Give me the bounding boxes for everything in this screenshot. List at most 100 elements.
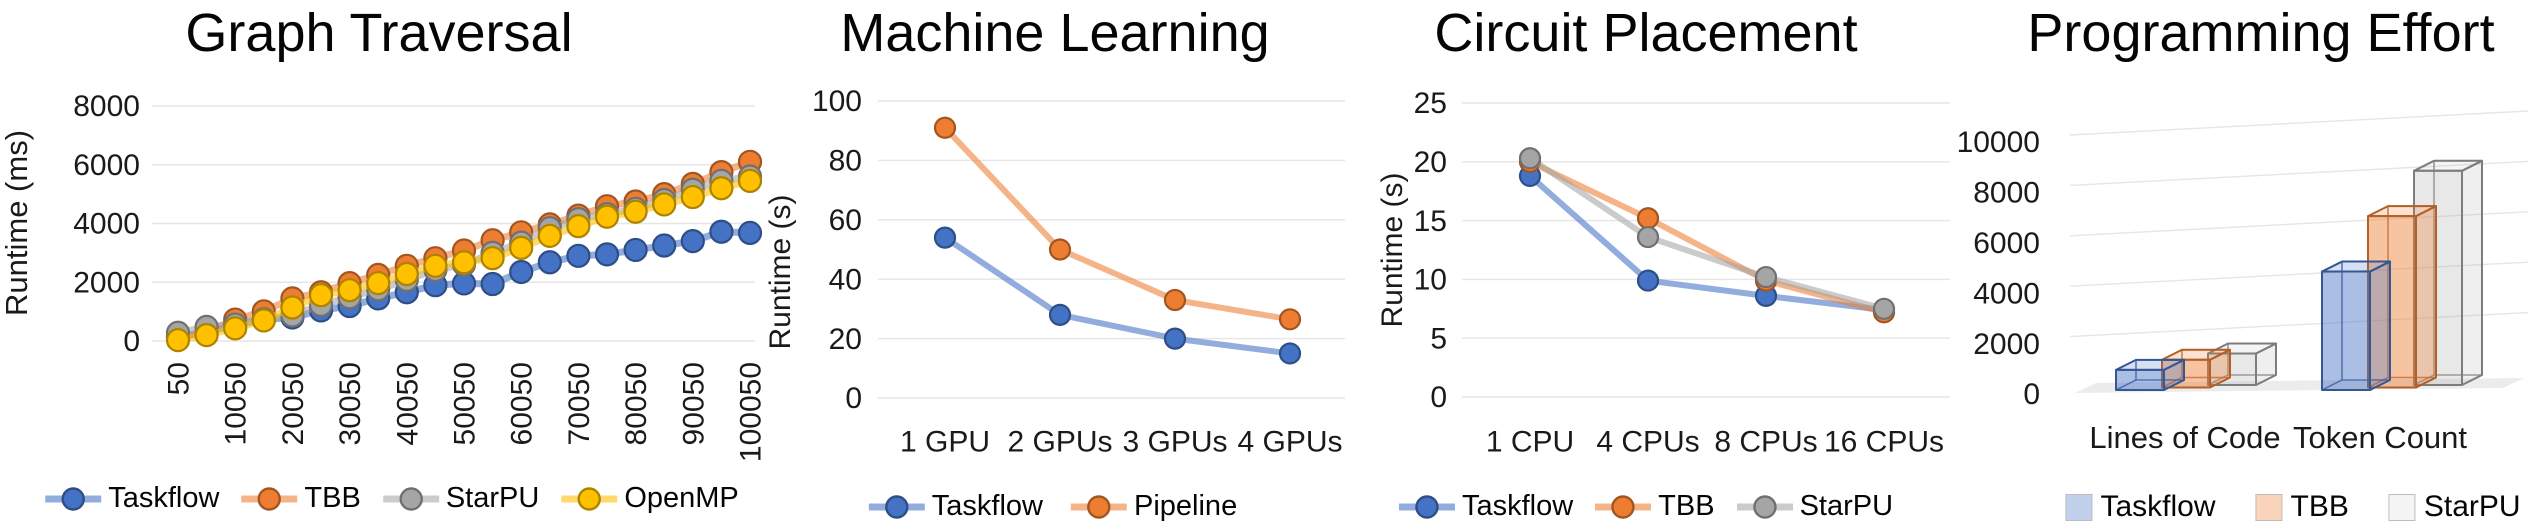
legend-marker-starpu — [1736, 494, 1793, 519]
x-tick-label: 3 GPUs — [1122, 426, 1227, 459]
series-openmp-marker — [223, 316, 248, 341]
panel-programming-effort: Programming Effort 0 2000 4000 6000 8000 1000… — [1957, 0, 2530, 529]
gridlines — [152, 105, 755, 342]
gridlines — [2069, 110, 2529, 338]
bar-starpu-lines-of-code — [2207, 342, 2277, 386]
legend-marker-tbb — [1595, 494, 1652, 519]
panel-graph-traversal: Graph Traversal 0 2000 4000 6000 8000 Runtime… — [0, 0, 768, 529]
x-tick-label: 60050 — [506, 362, 539, 445]
legend-item-starpu: StarPU — [1736, 490, 1894, 523]
legend-dot — [61, 486, 85, 511]
y-tick-labels: 0 2000 4000 6000 8000 10000 — [1957, 126, 2040, 411]
bar-side-face — [2415, 205, 2437, 389]
y-tick-label: 20 — [829, 323, 862, 356]
legend-item-taskflow: Taskflow — [45, 482, 219, 515]
bar-starpu-token-count — [2413, 159, 2483, 386]
chart-title-programming-effort: Programming Effort — [2027, 3, 2495, 63]
series-taskflow-marker — [594, 242, 620, 267]
series-tbb-line — [1527, 158, 1887, 316]
y-tick-label: 8000 — [73, 90, 140, 123]
x-tick-label: 70050 — [563, 362, 596, 445]
bar-side-face — [2461, 159, 2483, 386]
y-tick-label: 6000 — [1973, 227, 2040, 260]
legend-dot — [1752, 494, 1777, 519]
bar-hidden-edge — [2115, 379, 2137, 391]
chart-title-graph-traversal: Graph Traversal — [185, 3, 573, 63]
gridline — [2069, 211, 2529, 237]
series-taskflow-marker — [566, 243, 591, 268]
series-openmp-marker — [451, 250, 477, 275]
x-tick-label: 20050 — [277, 362, 310, 445]
plot-circuit-placement: 0 5 10 15 20 25 Runtime (s) 1 CPU 4 CPUs 8 CPUs 16… — [1376, 87, 1950, 459]
series-openmp-marker — [366, 271, 391, 296]
x-tick-label: 50050 — [449, 362, 482, 445]
y-tick-label: 25 — [1414, 87, 1447, 120]
x-tick-label: 80050 — [620, 362, 653, 445]
legend-label-tbb: TBB — [304, 482, 361, 514]
y-tick-label: 6000 — [73, 149, 140, 182]
legend-dot — [399, 486, 423, 511]
series-starpu-marker — [1872, 297, 1896, 320]
x-tick-label: 16 CPUs — [1824, 426, 1944, 459]
panel-circuit-placement: Circuit Placement 0 5 10 15 20 25 Runtime (s) 1… — [1376, 0, 2010, 529]
y-tick-label: 4000 — [73, 208, 140, 241]
y-tick-label: 0 — [123, 325, 140, 358]
bar-hidden-edge — [2413, 374, 2435, 386]
legend-dot — [257, 486, 282, 511]
chart-floor — [2075, 378, 2524, 393]
series-pipeline-marker — [1278, 308, 1302, 331]
legend-label-taskflow: Taskflow — [1461, 490, 1574, 522]
legend-label-pipeline: Pipeline — [1134, 490, 1238, 522]
legend-item-tbb: TBB — [241, 482, 361, 515]
x-tick-labels: 1 CPU 4 CPUs 8 CPUs 16 CPUs — [1486, 426, 1944, 459]
legend-item-starpu: StarPU — [2388, 490, 2521, 524]
y-axis-title: Runtime (s) — [764, 194, 797, 349]
legend-marker-taskflow — [45, 486, 102, 511]
legend-label-openmp: OpenMP — [624, 482, 739, 514]
bar-hidden-edge — [2207, 374, 2229, 386]
series-tbb-marker — [1636, 207, 1660, 230]
series-openmp-marker — [623, 199, 648, 224]
x-tick-labels: Lines of Code Token Count — [2089, 420, 2467, 455]
legend-label-starpu: StarPU — [1799, 490, 1894, 522]
x-tick-label: 30050 — [334, 362, 367, 445]
bar-hidden-edge — [2161, 376, 2183, 389]
series-openmp-marker — [566, 214, 591, 239]
series-openmp-marker — [509, 235, 534, 260]
legend-marker-taskflow — [1398, 494, 1455, 519]
legend-dot — [1087, 494, 1111, 519]
series-openmp-marker — [680, 184, 705, 210]
y-tick-label: 2000 — [73, 266, 140, 299]
series-pipeline-line — [942, 124, 1293, 323]
legend-item-starpu: StarPU — [382, 482, 539, 515]
series-openmp-marker — [337, 278, 362, 303]
legend-item-taskflow: Taskflow — [868, 490, 1043, 523]
series-openmp-marker — [251, 308, 276, 333]
legend-item-openmp: OpenMP — [561, 482, 739, 515]
legend-dot — [1611, 494, 1635, 519]
legend-machine-learning: Taskflow Pipeline — [868, 490, 1238, 523]
gridlines — [878, 100, 1345, 399]
bar-front-face — [2321, 270, 2371, 391]
gridline — [2069, 110, 2529, 136]
series-openmp-marker — [308, 283, 334, 308]
x-tick-label: 100050 — [735, 362, 768, 462]
category-label: Lines of Code — [2089, 420, 2280, 455]
bar-hidden-edge — [2367, 376, 2389, 389]
legend-programming-effort: Taskflow TBB StarPU — [2065, 490, 2521, 524]
legend-item-tbb: TBB — [1595, 490, 1715, 523]
gridlines — [1462, 102, 1950, 398]
y-axis-title: Runtime (ms) — [0, 130, 34, 316]
y-axis-title: Runtime (s) — [1376, 172, 1409, 327]
y-tick-label: 5 — [1430, 322, 1447, 355]
y-tick-label: 60 — [829, 204, 862, 237]
series-openmp-marker — [594, 204, 620, 229]
legend-swatch-taskflow — [2065, 493, 2093, 521]
series-openmp-marker — [537, 223, 562, 248]
series-taskflow-marker — [680, 229, 705, 254]
legend-graph-traversal: Taskflow TBB StarPU OpenMP — [45, 482, 739, 515]
y-tick-label: 4000 — [1973, 277, 2040, 310]
legend-dot — [885, 494, 909, 519]
legend-label-taskflow: Taskflow — [108, 482, 220, 514]
x-tick-label: 8 CPUs — [1714, 426, 1817, 459]
